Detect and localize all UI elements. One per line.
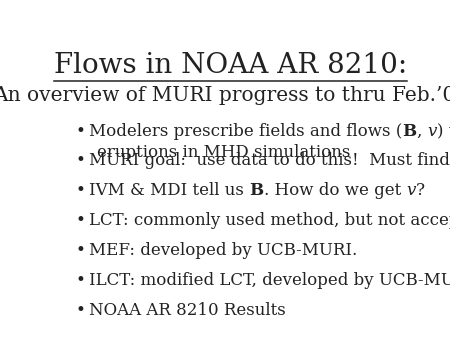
Text: •: • (76, 152, 86, 169)
Text: LCT: commonly used method, but not acceptable!: LCT: commonly used method, but not accep… (90, 212, 450, 229)
Text: ,: , (417, 123, 428, 140)
Text: •: • (76, 183, 86, 199)
Text: B: B (403, 123, 417, 140)
Text: B: B (249, 183, 264, 199)
Text: v: v (406, 183, 415, 199)
Text: NOAA AR 8210 Results: NOAA AR 8210 Results (90, 302, 286, 319)
Text: v: v (428, 123, 437, 140)
Text: Flows in NOAA AR 8210:: Flows in NOAA AR 8210: (54, 52, 407, 79)
Text: ILCT: modified LCT, developed by UCB-MURI.: ILCT: modified LCT, developed by UCB-MUR… (90, 272, 450, 289)
Text: •: • (76, 302, 86, 319)
Text: Modelers prescribe fields and flows (: Modelers prescribe fields and flows ( (90, 123, 403, 140)
Text: •: • (76, 272, 86, 289)
Text: eruptions in MHD simulations: eruptions in MHD simulations (97, 144, 351, 161)
Text: ) to drive: ) to drive (437, 123, 450, 140)
Text: . How do we get: . How do we get (264, 183, 406, 199)
Text: MEF: developed by UCB-MURI.: MEF: developed by UCB-MURI. (90, 242, 358, 259)
Text: MURI goal:  use data to do this!  Must find (: MURI goal: use data to do this! Must fin… (90, 152, 450, 169)
Text: •: • (76, 212, 86, 229)
Text: •: • (76, 242, 86, 259)
Text: •: • (76, 123, 86, 140)
Text: IVM & MDI tell us: IVM & MDI tell us (90, 183, 249, 199)
Text: ?: ? (415, 183, 424, 199)
Text: An overview of MURI progress to thru Feb.’04: An overview of MURI progress to thru Feb… (0, 86, 450, 105)
